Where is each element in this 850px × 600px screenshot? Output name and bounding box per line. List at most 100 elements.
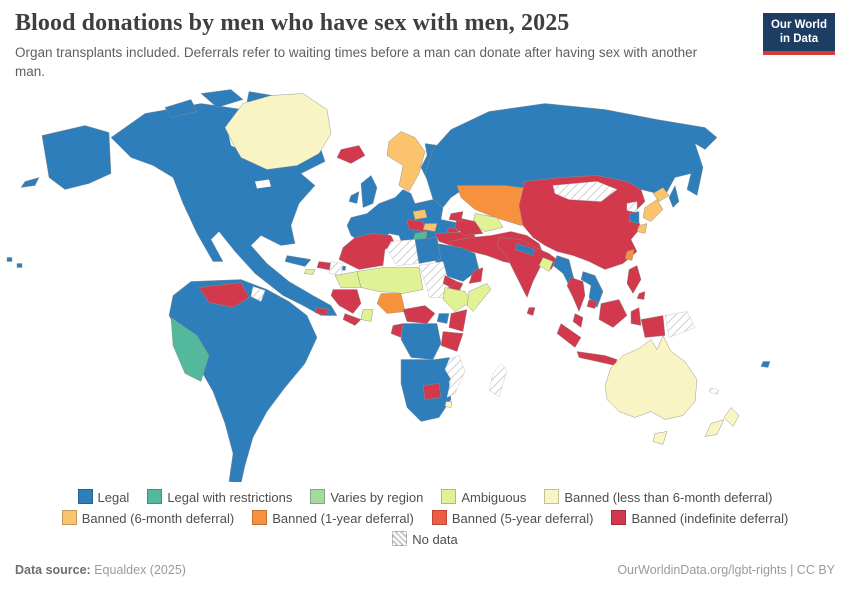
- region-sri-lanka[interactable]: [526, 307, 536, 316]
- legend-label: Banned (6-month deferral): [81, 511, 235, 526]
- data-source-value: Equaldex (2025): [90, 563, 186, 577]
- region-japan[interactable]: [636, 187, 670, 234]
- legend-row: No data: [0, 529, 850, 550]
- region-botswana[interactable]: [422, 383, 442, 400]
- legend-item-legal[interactable]: Legal: [77, 487, 129, 508]
- legend-swatch-icon: [544, 489, 560, 504]
- great-lakes: [255, 179, 271, 189]
- map-legend: Legal Legal with restrictions Varies by re…: [0, 487, 850, 550]
- legend-swatch-icon: [310, 489, 326, 504]
- region-venezuela[interactable]: [198, 282, 250, 308]
- legend-label: Ambiguous: [461, 490, 527, 505]
- region-taiwan[interactable]: [624, 249, 635, 261]
- legend-item-banned_1yr[interactable]: Banned (1-year deferral): [252, 508, 414, 529]
- legend-item-ambiguous[interactable]: Ambiguous: [441, 487, 526, 508]
- page-title: Blood donations by men who have sex with…: [15, 10, 570, 36]
- region-ghana[interactable]: [360, 309, 374, 322]
- region-north-korea[interactable]: [626, 201, 638, 213]
- region-pacific-islands[interactable]: [6, 257, 23, 268]
- legend-label: Banned (less than 6-month deferral): [564, 490, 773, 505]
- world-map: [5, 84, 845, 484]
- region-western-sahara[interactable]: [328, 261, 344, 276]
- region-oman[interactable]: [468, 267, 484, 284]
- owid-logo-line1: Our World: [770, 19, 827, 31]
- chart-subtitle: Organ transplants included. Deferrals re…: [15, 45, 698, 79]
- legend-item-banned_5yr[interactable]: Banned (5-year deferral): [431, 508, 594, 529]
- region-uganda[interactable]: [436, 313, 450, 324]
- region-egypt[interactable]: [414, 237, 442, 264]
- region-south-korea[interactable]: [628, 211, 640, 224]
- legend-item-banned_lt6mo[interactable]: Banned (less than 6-month deferral): [544, 487, 772, 508]
- legend-swatch-icon: [441, 489, 457, 504]
- region-senegal-guinea[interactable]: [330, 289, 362, 326]
- region-alaska[interactable]: [20, 125, 112, 190]
- region-balkans[interactable]: [406, 219, 426, 232]
- legend-item-banned_indef[interactable]: Banned (indefinite deferral): [611, 508, 788, 529]
- region-libya[interactable]: [386, 239, 420, 266]
- region-eswatini[interactable]: [444, 401, 453, 408]
- owid-logo-line2: in Data: [779, 33, 819, 46]
- region-nepal[interactable]: [514, 243, 536, 256]
- region-canadian-arctic[interactable]: [164, 89, 274, 118]
- legend-label: Banned (5-year deferral): [451, 511, 594, 526]
- credit-line[interactable]: OurWorldinData.org/lgbt-rights | CC BY: [617, 563, 835, 577]
- region-norway-sweden[interactable]: [386, 131, 426, 192]
- region-guyana[interactable]: [250, 286, 266, 302]
- region-new-caledonia[interactable]: [708, 387, 720, 395]
- legend-label: Banned (indefinite deferral): [631, 511, 789, 526]
- region-honduras[interactable]: [314, 307, 330, 316]
- legend-item-no_data[interactable]: No data: [392, 529, 458, 550]
- region-united-kingdom[interactable]: [348, 175, 378, 208]
- legend-row: Legal Legal with restrictions Varies by re…: [0, 487, 850, 508]
- region-cambodia[interactable]: [586, 299, 598, 309]
- legend-swatch-icon: [61, 510, 77, 525]
- legend-item-banned_6mo[interactable]: Banned (6-month deferral): [61, 508, 235, 529]
- region-mali-niger-chad[interactable]: [356, 267, 424, 294]
- region-cuba[interactable]: [284, 255, 312, 267]
- region-greenland[interactable]: [224, 93, 332, 170]
- legend-label: No data: [412, 532, 458, 547]
- region-peru[interactable]: [170, 317, 210, 382]
- region-kenya[interactable]: [448, 309, 468, 332]
- region-morocco-algeria[interactable]: [338, 233, 396, 270]
- region-south-america[interactable]: [168, 279, 318, 484]
- region-bulgaria[interactable]: [422, 223, 438, 232]
- legend-label: Banned (1-year deferral): [272, 511, 414, 526]
- region-turkmenistan[interactable]: [454, 217, 484, 236]
- region-eritrea[interactable]: [442, 275, 458, 288]
- region-tanzania[interactable]: [440, 331, 464, 352]
- data-source-label: Data source:: [15, 563, 91, 577]
- chart-footer: Data source: Equaldex (2025) OurWorldinD…: [15, 563, 835, 577]
- region-hungary[interactable]: [412, 209, 428, 220]
- legend-swatch-icon: [611, 510, 627, 525]
- region-fiji[interactable]: [760, 361, 771, 368]
- region-mozambique[interactable]: [444, 355, 466, 398]
- region-jamaica[interactable]: [303, 269, 316, 275]
- region-papua-new-guinea[interactable]: [664, 311, 696, 338]
- region-drc[interactable]: [400, 323, 442, 360]
- region-cameroon-car[interactable]: [402, 305, 436, 324]
- owid-logo[interactable]: Our World in Data: [762, 13, 835, 55]
- legend-swatch-icon: [77, 489, 93, 504]
- region-new-zealand[interactable]: [704, 407, 740, 437]
- choropleth-svg: [6, 89, 771, 484]
- region-ethiopia[interactable]: [442, 287, 472, 312]
- region-mongolia[interactable]: [552, 181, 618, 202]
- region-australia[interactable]: [604, 335, 698, 445]
- region-gabon-congo[interactable]: [390, 323, 404, 338]
- legend-swatch-icon: [147, 489, 163, 504]
- region-bangladesh[interactable]: [538, 257, 554, 272]
- data-source: Data source: Equaldex (2025): [15, 563, 186, 577]
- region-iceland[interactable]: [336, 145, 366, 164]
- legend-item-varies[interactable]: Varies by region: [310, 487, 423, 508]
- region-thailand[interactable]: [566, 277, 586, 312]
- region-nigeria[interactable]: [376, 293, 406, 314]
- region-caucasus[interactable]: [448, 211, 464, 222]
- region-philippines[interactable]: [626, 265, 646, 300]
- legend-row: Banned (6-month deferral) Banned (1-year …: [0, 508, 850, 529]
- legend-label: Legal with restrictions: [167, 490, 293, 505]
- region-somalia[interactable]: [466, 283, 492, 312]
- region-madagascar[interactable]: [488, 363, 508, 397]
- legend-item-legal_restrictions[interactable]: Legal with restrictions: [147, 487, 292, 508]
